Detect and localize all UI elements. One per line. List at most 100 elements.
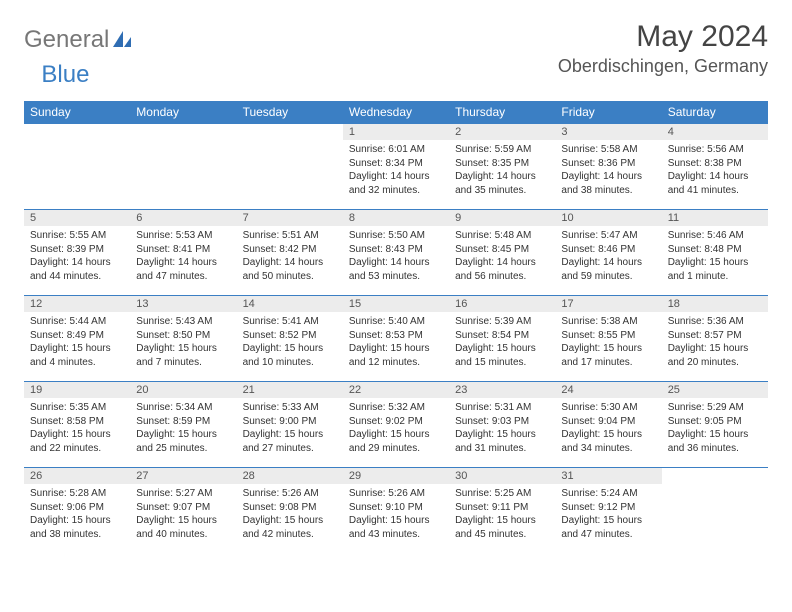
weekday-header: Sunday — [24, 101, 130, 124]
sunrise-text: Sunrise: 5:34 AM — [136, 401, 230, 415]
sunset-text: Sunset: 8:54 PM — [455, 329, 549, 343]
day-number: 2 — [449, 124, 555, 140]
daylight-text: Daylight: 14 hours and 32 minutes. — [349, 170, 443, 197]
day-content: Sunrise: 5:38 AMSunset: 8:55 PMDaylight:… — [555, 312, 661, 372]
day-content: Sunrise: 5:48 AMSunset: 8:45 PMDaylight:… — [449, 226, 555, 286]
daylight-text: Daylight: 14 hours and 47 minutes. — [136, 256, 230, 283]
day-content: Sunrise: 5:26 AMSunset: 9:10 PMDaylight:… — [343, 484, 449, 544]
daylight-text: Daylight: 15 hours and 47 minutes. — [561, 514, 655, 541]
calendar-week-row: 26Sunrise: 5:28 AMSunset: 9:06 PMDayligh… — [24, 468, 768, 554]
daylight-text: Daylight: 15 hours and 38 minutes. — [30, 514, 124, 541]
sunset-text: Sunset: 9:08 PM — [243, 501, 337, 515]
daylight-text: Daylight: 15 hours and 42 minutes. — [243, 514, 337, 541]
day-content: Sunrise: 5:26 AMSunset: 9:08 PMDaylight:… — [237, 484, 343, 544]
title-block: May 2024 Oberdischingen, Germany — [558, 20, 768, 77]
sunset-text: Sunset: 9:04 PM — [561, 415, 655, 429]
daylight-text: Daylight: 15 hours and 10 minutes. — [243, 342, 337, 369]
sunset-text: Sunset: 9:06 PM — [30, 501, 124, 515]
calendar-cell — [130, 124, 236, 210]
day-content: Sunrise: 5:56 AMSunset: 8:38 PMDaylight:… — [662, 140, 768, 200]
calendar-cell: 11Sunrise: 5:46 AMSunset: 8:48 PMDayligh… — [662, 210, 768, 296]
sunset-text: Sunset: 8:50 PM — [136, 329, 230, 343]
day-content: Sunrise: 5:32 AMSunset: 9:02 PMDaylight:… — [343, 398, 449, 458]
day-number: 31 — [555, 468, 661, 484]
day-number: 30 — [449, 468, 555, 484]
day-number: 20 — [130, 382, 236, 398]
daylight-text: Daylight: 15 hours and 25 minutes. — [136, 428, 230, 455]
weekday-header: Saturday — [662, 101, 768, 124]
day-content: Sunrise: 5:34 AMSunset: 8:59 PMDaylight:… — [130, 398, 236, 458]
sunset-text: Sunset: 8:58 PM — [30, 415, 124, 429]
calendar-cell: 5Sunrise: 5:55 AMSunset: 8:39 PMDaylight… — [24, 210, 130, 296]
sunrise-text: Sunrise: 5:35 AM — [30, 401, 124, 415]
daylight-text: Daylight: 15 hours and 40 minutes. — [136, 514, 230, 541]
day-number: 17 — [555, 296, 661, 312]
sunrise-text: Sunrise: 5:26 AM — [349, 487, 443, 501]
sunrise-text: Sunrise: 5:58 AM — [561, 143, 655, 157]
weekday-header: Wednesday — [343, 101, 449, 124]
sunset-text: Sunset: 9:12 PM — [561, 501, 655, 515]
daylight-text: Daylight: 15 hours and 7 minutes. — [136, 342, 230, 369]
sunrise-text: Sunrise: 5:43 AM — [136, 315, 230, 329]
calendar-cell: 1Sunrise: 6:01 AMSunset: 8:34 PMDaylight… — [343, 124, 449, 210]
sunrise-text: Sunrise: 5:51 AM — [243, 229, 337, 243]
sunset-text: Sunset: 9:11 PM — [455, 501, 549, 515]
daylight-text: Daylight: 15 hours and 15 minutes. — [455, 342, 549, 369]
sunrise-text: Sunrise: 5:50 AM — [349, 229, 443, 243]
sunset-text: Sunset: 8:49 PM — [30, 329, 124, 343]
calendar-cell: 17Sunrise: 5:38 AMSunset: 8:55 PMDayligh… — [555, 296, 661, 382]
calendar-cell — [662, 468, 768, 554]
sunrise-text: Sunrise: 5:47 AM — [561, 229, 655, 243]
sunset-text: Sunset: 8:39 PM — [30, 243, 124, 257]
weekday-header: Friday — [555, 101, 661, 124]
day-content: Sunrise: 5:31 AMSunset: 9:03 PMDaylight:… — [449, 398, 555, 458]
day-number: 9 — [449, 210, 555, 226]
day-number: 26 — [24, 468, 130, 484]
calendar-cell: 14Sunrise: 5:41 AMSunset: 8:52 PMDayligh… — [237, 296, 343, 382]
sunrise-text: Sunrise: 5:25 AM — [455, 487, 549, 501]
sunset-text: Sunset: 8:48 PM — [668, 243, 762, 257]
day-number: 16 — [449, 296, 555, 312]
sunset-text: Sunset: 8:55 PM — [561, 329, 655, 343]
day-number: 18 — [662, 296, 768, 312]
day-content: Sunrise: 5:36 AMSunset: 8:57 PMDaylight:… — [662, 312, 768, 372]
calendar-cell: 25Sunrise: 5:29 AMSunset: 9:05 PMDayligh… — [662, 382, 768, 468]
day-content: Sunrise: 5:40 AMSunset: 8:53 PMDaylight:… — [343, 312, 449, 372]
logo-text-blue: Blue — [41, 61, 89, 89]
sunset-text: Sunset: 8:45 PM — [455, 243, 549, 257]
day-content: Sunrise: 5:39 AMSunset: 8:54 PMDaylight:… — [449, 312, 555, 372]
calendar-cell: 21Sunrise: 5:33 AMSunset: 9:00 PMDayligh… — [237, 382, 343, 468]
sunrise-text: Sunrise: 5:24 AM — [561, 487, 655, 501]
day-number: 11 — [662, 210, 768, 226]
sunrise-text: Sunrise: 5:33 AM — [243, 401, 337, 415]
calendar-cell: 2Sunrise: 5:59 AMSunset: 8:35 PMDaylight… — [449, 124, 555, 210]
day-number: 13 — [130, 296, 236, 312]
calendar-cell — [24, 124, 130, 210]
daylight-text: Daylight: 15 hours and 4 minutes. — [30, 342, 124, 369]
calendar-cell: 20Sunrise: 5:34 AMSunset: 8:59 PMDayligh… — [130, 382, 236, 468]
sunset-text: Sunset: 9:03 PM — [455, 415, 549, 429]
daylight-text: Daylight: 14 hours and 38 minutes. — [561, 170, 655, 197]
day-content: Sunrise: 5:25 AMSunset: 9:11 PMDaylight:… — [449, 484, 555, 544]
sunset-text: Sunset: 8:57 PM — [668, 329, 762, 343]
day-number: 14 — [237, 296, 343, 312]
logo-sail-icon — [111, 29, 133, 51]
weekday-header: Thursday — [449, 101, 555, 124]
calendar-cell: 18Sunrise: 5:36 AMSunset: 8:57 PMDayligh… — [662, 296, 768, 382]
day-number: 4 — [662, 124, 768, 140]
calendar-cell: 9Sunrise: 5:48 AMSunset: 8:45 PMDaylight… — [449, 210, 555, 296]
day-content: Sunrise: 5:46 AMSunset: 8:48 PMDaylight:… — [662, 226, 768, 286]
daylight-text: Daylight: 15 hours and 1 minute. — [668, 256, 762, 283]
calendar-cell: 12Sunrise: 5:44 AMSunset: 8:49 PMDayligh… — [24, 296, 130, 382]
day-number: 28 — [237, 468, 343, 484]
sunrise-text: Sunrise: 5:27 AM — [136, 487, 230, 501]
daylight-text: Daylight: 14 hours and 44 minutes. — [30, 256, 124, 283]
day-content: Sunrise: 5:51 AMSunset: 8:42 PMDaylight:… — [237, 226, 343, 286]
weekday-header-row: Sunday Monday Tuesday Wednesday Thursday… — [24, 101, 768, 124]
calendar-week-row: 5Sunrise: 5:55 AMSunset: 8:39 PMDaylight… — [24, 210, 768, 296]
sunrise-text: Sunrise: 5:44 AM — [30, 315, 124, 329]
day-content: Sunrise: 5:47 AMSunset: 8:46 PMDaylight:… — [555, 226, 661, 286]
sunrise-text: Sunrise: 5:36 AM — [668, 315, 762, 329]
sunset-text: Sunset: 8:46 PM — [561, 243, 655, 257]
sunset-text: Sunset: 9:00 PM — [243, 415, 337, 429]
